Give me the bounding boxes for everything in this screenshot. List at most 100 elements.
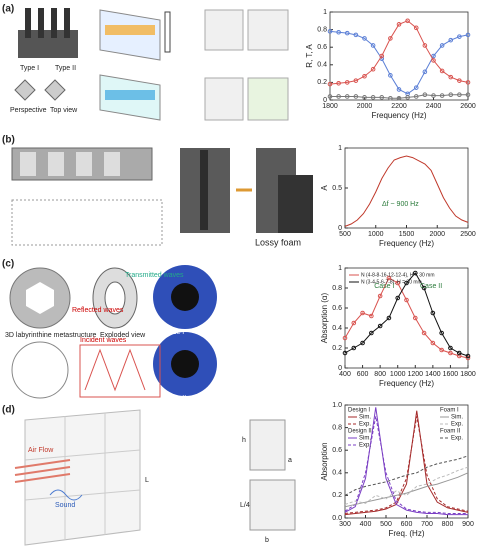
annotation: Case II <box>420 283 442 290</box>
data-point <box>448 345 453 351</box>
label: Exploded view <box>100 332 146 339</box>
x-tick-label: 800 <box>374 371 386 378</box>
label: Perspective <box>10 107 47 114</box>
panel-label: (c) <box>2 259 14 270</box>
label: b <box>265 537 269 544</box>
x-axis-label: Frequency (Hz) <box>379 379 434 388</box>
annotation: Δf ~ 900 Hz <box>382 201 419 208</box>
data-point <box>386 275 392 281</box>
y-tick-label: 0.8 <box>317 26 327 33</box>
y-tick-label: 0.2 <box>317 79 327 86</box>
annotation: Case I <box>374 283 394 290</box>
y-tick-label: 0.6 <box>317 44 327 51</box>
label: Type I <box>20 65 39 72</box>
panel-label: (a) <box>2 4 14 15</box>
data-point <box>336 94 341 99</box>
data-point <box>395 280 401 286</box>
data-point <box>360 340 365 346</box>
data-point <box>465 353 471 359</box>
data-point <box>377 323 383 329</box>
data-point <box>386 315 392 321</box>
data-point <box>421 330 427 336</box>
label: Top view <box>50 107 78 114</box>
data-point <box>388 95 393 101</box>
data-point <box>344 94 350 99</box>
data-point <box>370 95 376 100</box>
data-point <box>465 80 471 85</box>
illustration-c <box>9 265 217 399</box>
x-tick-label: 500 <box>380 521 392 528</box>
y-tick-label: 0.4 <box>332 470 342 477</box>
x-tick-label: 400 <box>360 521 372 528</box>
data-point <box>405 95 410 100</box>
x-tick-label: 2500 <box>460 231 476 238</box>
x-tick-label: 800 <box>442 521 454 528</box>
data-point <box>457 78 462 83</box>
legend-group: Design I <box>348 408 370 414</box>
data-point <box>456 350 462 356</box>
label: Air Flow <box>28 447 54 454</box>
x-axis-label: Freq. (Hz) <box>389 529 425 538</box>
label: Type II <box>55 65 76 72</box>
data-point <box>439 347 444 353</box>
data-point <box>457 34 462 39</box>
y-axis-label: Absorption <box>320 442 329 480</box>
x-tick-label: 400 <box>339 371 351 378</box>
legend-label: N (3-4-5-6-7-8), H = 30 mm <box>361 279 422 285</box>
series-line <box>330 94 468 99</box>
x-tick-label: 600 <box>357 371 369 378</box>
label: Reflected waves <box>72 307 124 314</box>
y-axis-label: R, T, A <box>305 44 314 68</box>
data-point <box>336 29 341 35</box>
data-point <box>379 95 385 100</box>
data-point <box>439 93 445 98</box>
series-line <box>344 416 469 514</box>
x-axis-label: Frequency (Hz) <box>371 111 426 120</box>
panel-label: (b) <box>2 135 15 146</box>
y-tick-label: 1 <box>323 9 327 16</box>
data-point <box>404 280 409 286</box>
data-point <box>369 313 374 319</box>
label: Lossy foam <box>255 237 301 247</box>
x-tick-label: 2200 <box>391 103 407 110</box>
illustration-d <box>14 409 296 546</box>
data-point <box>388 36 393 41</box>
data-point <box>422 43 428 48</box>
label: h <box>242 437 246 444</box>
x-tick-label: 500 <box>339 231 351 238</box>
data-point <box>342 350 348 356</box>
data-point <box>351 320 357 326</box>
y-tick-label: 0 <box>323 97 327 104</box>
data-point <box>370 43 376 48</box>
y-tick-label: 1 <box>338 145 342 152</box>
series-line <box>344 407 468 516</box>
y-tick-label: 0.0 <box>332 515 342 522</box>
label: Case I <box>164 329 184 336</box>
data-point <box>360 310 365 316</box>
data-point <box>396 22 402 27</box>
legend-label: Exp. <box>451 422 463 428</box>
illustration-b <box>11 147 313 246</box>
data-point <box>353 78 359 83</box>
legend-label: Exp. <box>359 422 371 428</box>
data-point <box>421 285 427 291</box>
y-tick-label: 0.4 <box>332 325 342 332</box>
label: Incident waves <box>80 337 127 344</box>
data-point <box>379 53 385 59</box>
data-point <box>369 330 374 336</box>
series-line <box>344 455 469 496</box>
data-point <box>430 340 436 346</box>
data-point <box>465 92 471 98</box>
legend-label: Sim. <box>359 415 371 421</box>
y-tick-label: 0.8 <box>332 285 342 292</box>
data-point <box>344 80 350 85</box>
x-tick-label: 1400 <box>425 371 441 378</box>
series-line <box>344 466 469 505</box>
x-tick-label: 900 <box>462 521 474 528</box>
y-tick-label: 0.4 <box>317 62 327 69</box>
x-tick-label: 700 <box>421 521 433 528</box>
legend-label: Exp. <box>359 443 371 449</box>
series-line <box>344 272 469 357</box>
legend-label: Sim. <box>359 436 371 442</box>
data-point <box>395 295 401 301</box>
